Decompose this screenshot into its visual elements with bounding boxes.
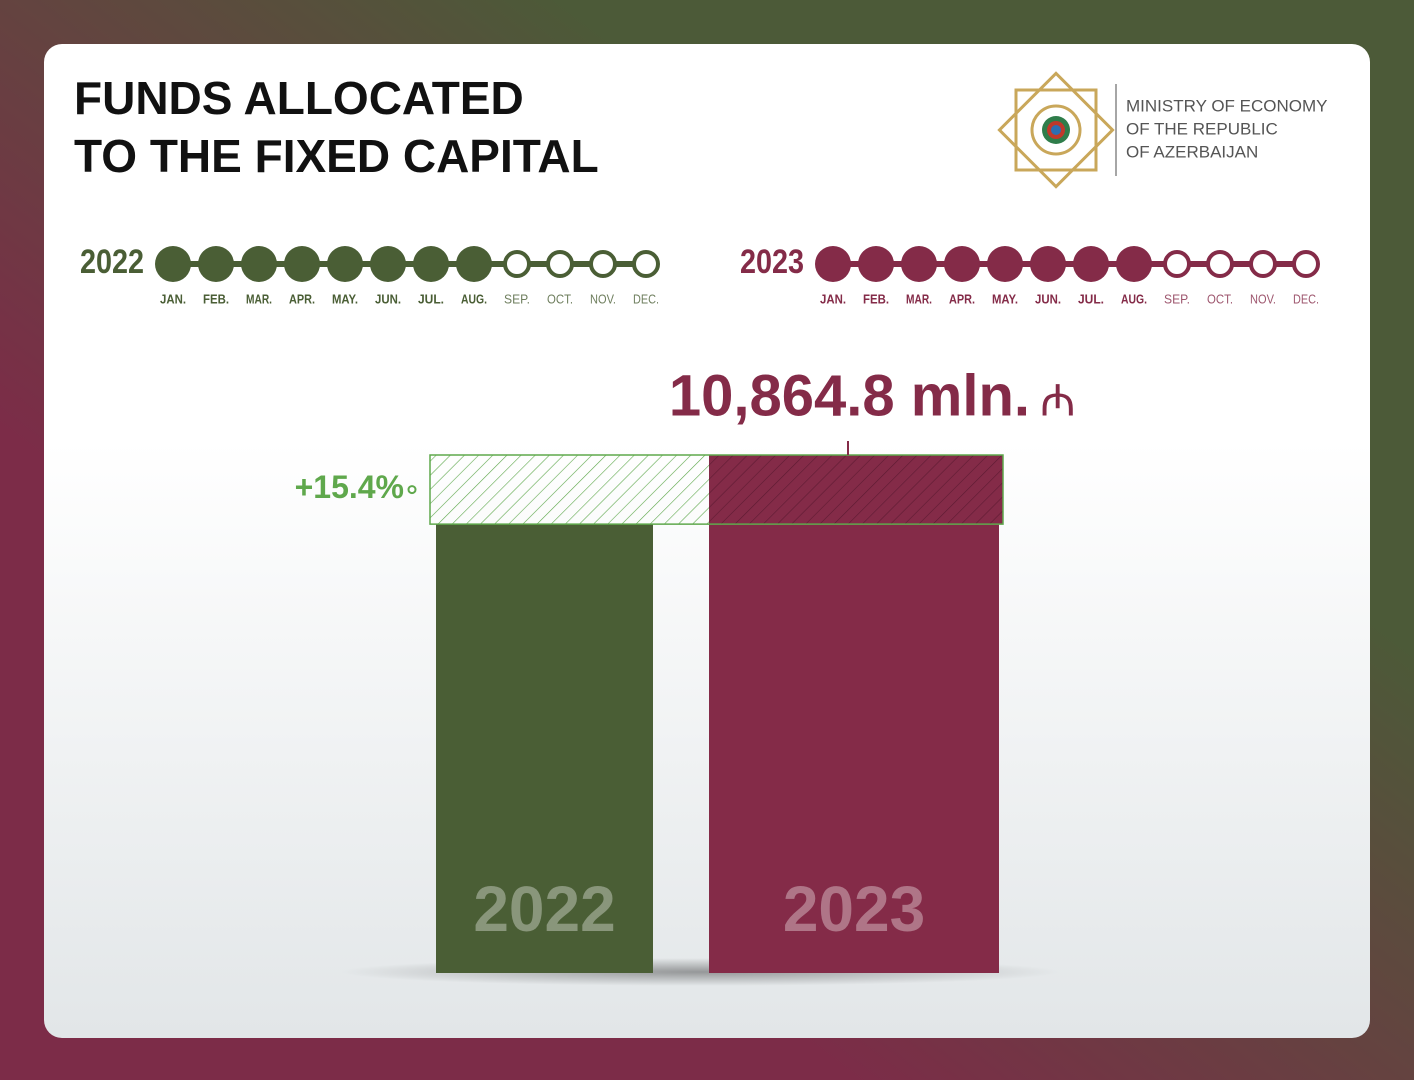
month-label: APR. bbox=[289, 291, 315, 306]
month-label: JAN. bbox=[820, 291, 846, 306]
month-label: MAY. bbox=[992, 291, 1018, 306]
bar bbox=[709, 455, 999, 973]
month-label: SEP. bbox=[1164, 291, 1190, 306]
month-label: AUG. bbox=[1121, 291, 1147, 306]
month-label: MAR. bbox=[246, 291, 272, 306]
month-label: JUL. bbox=[418, 291, 444, 306]
month-dot bbox=[815, 246, 851, 282]
organization-line: OF THE REPUBLIC bbox=[1126, 119, 1278, 138]
month-dot bbox=[327, 246, 363, 282]
month-label: JAN. bbox=[160, 291, 186, 306]
month-dot bbox=[1073, 246, 1109, 282]
month-dot bbox=[589, 250, 617, 278]
bar bbox=[436, 524, 653, 973]
month-dot bbox=[1116, 246, 1152, 282]
month-label: JUL. bbox=[1078, 291, 1104, 306]
title-line: FUNDS ALLOCATED bbox=[74, 72, 524, 124]
card bbox=[44, 44, 1370, 1038]
emblem bbox=[997, 71, 1115, 189]
month-label: FEB. bbox=[203, 291, 229, 306]
timeline-year: 2022 bbox=[80, 243, 144, 281]
month-dot bbox=[155, 246, 191, 282]
month-label: SEP. bbox=[504, 291, 530, 306]
organization-line: MINISTRY OF ECONOMY bbox=[1126, 96, 1328, 115]
month-dot bbox=[944, 246, 980, 282]
month-label: NOV. bbox=[590, 291, 616, 306]
month-label: JUN. bbox=[375, 291, 401, 306]
month-dot bbox=[1030, 246, 1066, 282]
organization-line: OF AZERBAIJAN bbox=[1126, 142, 1258, 161]
month-label: APR. bbox=[949, 291, 975, 306]
month-dot bbox=[370, 246, 406, 282]
month-dot bbox=[546, 250, 574, 278]
month-dot bbox=[456, 246, 492, 282]
month-label: OCT. bbox=[1207, 291, 1233, 306]
change-band bbox=[709, 455, 1003, 525]
bar-year-label: 2023 bbox=[783, 873, 925, 945]
bar-year-label: 2022 bbox=[473, 873, 615, 945]
month-label: FEB. bbox=[863, 291, 889, 306]
month-dot bbox=[413, 246, 449, 282]
month-label: MAR. bbox=[906, 291, 932, 306]
month-label: NOV. bbox=[1250, 291, 1276, 306]
month-dot bbox=[284, 246, 320, 282]
change-marker bbox=[407, 485, 417, 495]
month-label: OCT. bbox=[547, 291, 573, 306]
month-dot bbox=[503, 250, 531, 278]
month-dot bbox=[1163, 250, 1191, 278]
month-dot bbox=[1292, 250, 1320, 278]
month-label: MAY. bbox=[332, 291, 358, 306]
change-outline bbox=[429, 454, 1004, 525]
month-dot bbox=[1206, 250, 1234, 278]
month-label: DEC. bbox=[633, 291, 659, 306]
value-label: 10,864.8 mln. bbox=[669, 363, 1030, 428]
month-dot bbox=[241, 246, 277, 282]
month-dot bbox=[632, 250, 660, 278]
timeline-year: 2023 bbox=[740, 243, 804, 281]
change-band bbox=[430, 455, 709, 525]
month-dot bbox=[858, 246, 894, 282]
month-dot bbox=[901, 246, 937, 282]
month-dot bbox=[198, 246, 234, 282]
change-label: +15.4% bbox=[295, 469, 404, 505]
title-line: TO THE FIXED CAPITAL bbox=[74, 130, 599, 182]
month-dot bbox=[987, 246, 1023, 282]
currency-label: ₼ bbox=[1040, 377, 1076, 426]
month-dot bbox=[1249, 250, 1277, 278]
month-label: JUN. bbox=[1035, 291, 1061, 306]
month-label: AUG. bbox=[461, 291, 487, 306]
month-label: DEC. bbox=[1293, 291, 1319, 306]
